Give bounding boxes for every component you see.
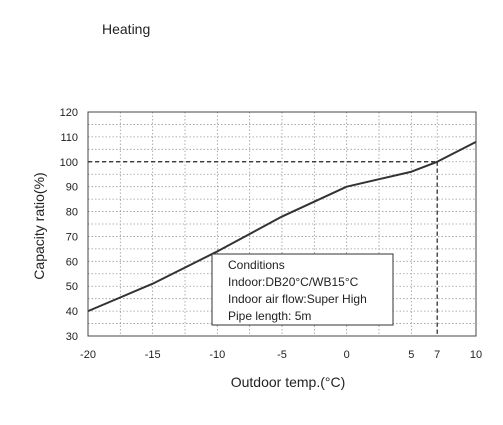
page-title: Heating: [102, 21, 151, 37]
conditions-line: Indoor air flow:Super High: [228, 292, 367, 306]
reference-lines: [88, 161, 438, 336]
conditions-line: Conditions: [228, 258, 285, 272]
conditions-box-frame: [211, 253, 394, 326]
y-tick-label: 30: [66, 331, 78, 343]
y-tick-label: 110: [60, 132, 78, 144]
x-tick-label: -15: [145, 349, 161, 361]
conditions-line: Indoor:DB20°C/WB15°C: [228, 275, 359, 289]
x-tick-label: 0: [344, 349, 350, 361]
plot-frame: [87, 111, 477, 337]
tick-labels: -20 -15 -10 -5 0 5 7 10 30 40 50 60 70 80 90 100 110 120: [60, 107, 482, 361]
x-tick-label: 5: [408, 349, 414, 361]
axes: [87, 111, 477, 337]
conditions-line: Pipe length: 5m: [228, 309, 311, 323]
y-tick-label: 80: [66, 207, 78, 219]
x-tick-label: -20: [80, 349, 96, 361]
x-tick-label: -10: [209, 349, 225, 361]
y-tick-label: 100: [60, 157, 78, 169]
y-tick-label: 60: [66, 256, 78, 268]
series: [87, 140, 477, 313]
x-tick-label: 10: [470, 349, 482, 361]
y-tick-label: 50: [66, 281, 78, 293]
conditions-box: Conditions Indoor:DB20°C/WB15°C Indoor air…: [211, 253, 394, 326]
x-tick-label: -5: [277, 349, 287, 361]
y-tick-label: 120: [60, 107, 78, 119]
series-line-0: [87, 140, 477, 313]
y-tick-label: 90: [66, 182, 78, 194]
y-axis-label: Capacity ratio(%): [31, 172, 47, 279]
y-tick-label: 40: [66, 306, 78, 318]
x-axis-label: Outdoor temp.(°C): [231, 374, 346, 390]
y-tick-label: 70: [66, 231, 78, 243]
x-tick-label: 7: [434, 349, 440, 361]
